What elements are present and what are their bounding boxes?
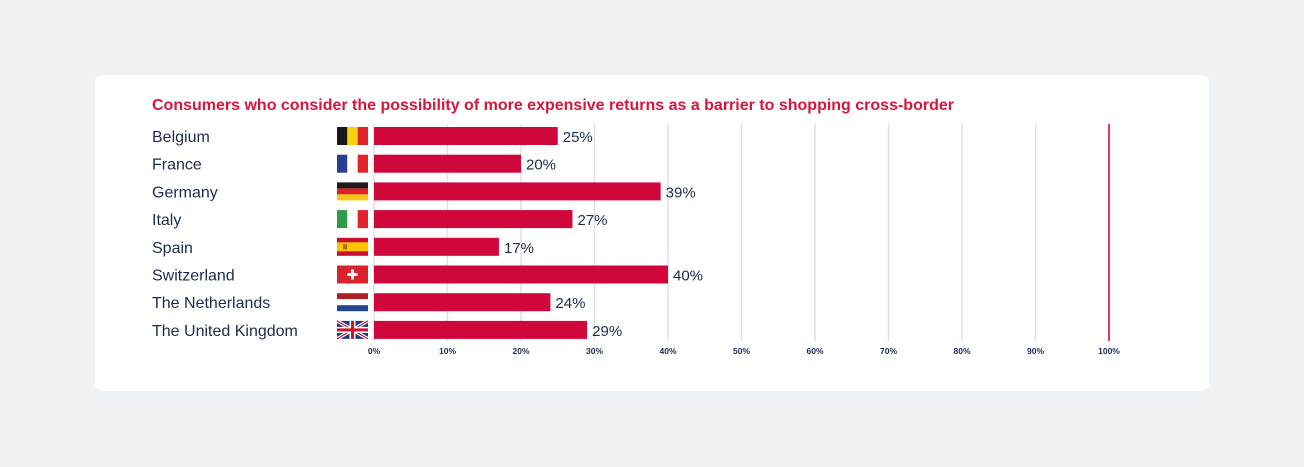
switzerland-flag bbox=[337, 265, 368, 284]
x-tick-label: 80% bbox=[953, 346, 970, 356]
category-label: The Netherlands bbox=[152, 295, 270, 312]
category-label: Switzerland bbox=[152, 268, 235, 285]
netherlands-flag bbox=[337, 293, 368, 312]
belgium-flag bbox=[337, 127, 368, 145]
x-tick-label: 100% bbox=[1098, 346, 1120, 356]
data-label: 29% bbox=[592, 323, 622, 340]
france-flag bbox=[337, 154, 368, 173]
x-tick-label: 20% bbox=[512, 346, 529, 356]
chart-card bbox=[95, 75, 1209, 391]
germany-flag bbox=[337, 182, 368, 201]
x-tick-label: 40% bbox=[659, 346, 676, 356]
category-label: France bbox=[152, 157, 202, 174]
category-label: Spain bbox=[152, 240, 193, 257]
bar bbox=[374, 210, 573, 229]
x-tick-label: 90% bbox=[1027, 346, 1044, 356]
data-label: 40% bbox=[673, 268, 703, 285]
uk-flag bbox=[336, 319, 369, 341]
category-label: The United Kingdom bbox=[152, 323, 298, 340]
data-label: 24% bbox=[555, 295, 585, 312]
category-label: Belgium bbox=[152, 129, 210, 146]
x-tick-label: 70% bbox=[880, 346, 897, 356]
x-tick-label: 10% bbox=[439, 346, 456, 356]
bar bbox=[374, 320, 588, 339]
chart-title: Consumers who consider the possibility o… bbox=[152, 97, 954, 114]
italy-flag bbox=[337, 210, 368, 229]
data-label: 27% bbox=[577, 212, 607, 229]
data-label: 20% bbox=[526, 157, 556, 174]
data-label: 39% bbox=[666, 184, 696, 201]
spain-flag bbox=[337, 237, 368, 256]
x-tick-label: 60% bbox=[806, 346, 823, 356]
x-tick-label: 50% bbox=[733, 346, 750, 356]
data-label: 25% bbox=[563, 129, 593, 146]
category-label: Italy bbox=[152, 212, 181, 229]
category-label: Germany bbox=[152, 184, 218, 201]
bar bbox=[374, 265, 668, 284]
data-label: 17% bbox=[504, 240, 534, 257]
bar bbox=[374, 154, 521, 173]
bar bbox=[374, 293, 551, 312]
bar bbox=[374, 127, 558, 145]
x-tick-label: 0% bbox=[368, 346, 381, 356]
x-tick-label: 30% bbox=[586, 346, 603, 356]
bar bbox=[374, 237, 499, 256]
bar bbox=[374, 182, 661, 201]
